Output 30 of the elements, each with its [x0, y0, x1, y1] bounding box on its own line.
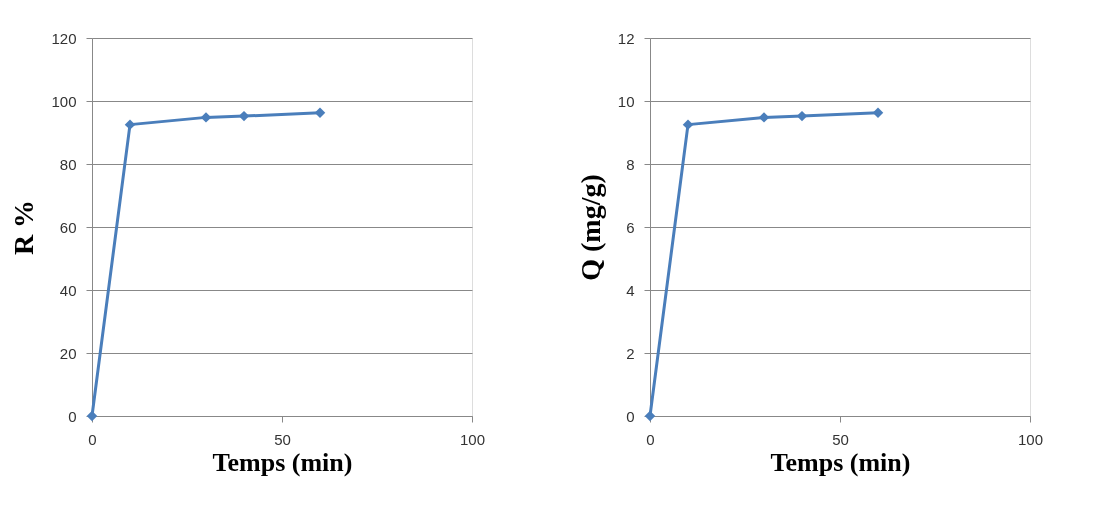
- y-tick-label: 120: [51, 29, 77, 47]
- y-tick-label: 0: [68, 407, 77, 425]
- x-axis-title: Temps (min): [212, 447, 353, 477]
- x-tick-label: 100: [459, 430, 486, 448]
- y-tick-label: 20: [59, 344, 77, 362]
- point: [124, 119, 136, 130]
- point: [872, 107, 884, 118]
- x-tick-label: 0: [88, 430, 97, 448]
- y-tick-label: 80: [59, 155, 77, 173]
- y-tick-label: 0: [626, 407, 635, 425]
- point: [758, 112, 770, 123]
- point: [200, 112, 212, 123]
- point: [314, 107, 326, 118]
- y-axis-title: R %: [8, 199, 40, 256]
- y-tick-label: 12: [617, 29, 635, 47]
- y-tick-label: 40: [59, 281, 77, 299]
- x-axis-title: Temps (min): [770, 447, 911, 477]
- y-tick-label: 4: [626, 281, 635, 299]
- y-tick-label: 10: [617, 92, 635, 110]
- y-axis-title: Q (mg/g): [574, 174, 606, 281]
- y-tick-label: 60: [59, 218, 77, 236]
- point: [682, 119, 694, 130]
- x-tick-label: 50: [832, 430, 849, 448]
- y-tick-label: 6: [626, 218, 635, 236]
- y-tick-label: 100: [51, 92, 77, 110]
- x-tick-label: 0: [646, 430, 655, 448]
- y-tick-label: 2: [626, 344, 635, 362]
- x-tick-label: 50: [274, 430, 291, 448]
- y-tick-label: 8: [626, 155, 635, 173]
- x-tick-label: 100: [1017, 430, 1044, 448]
